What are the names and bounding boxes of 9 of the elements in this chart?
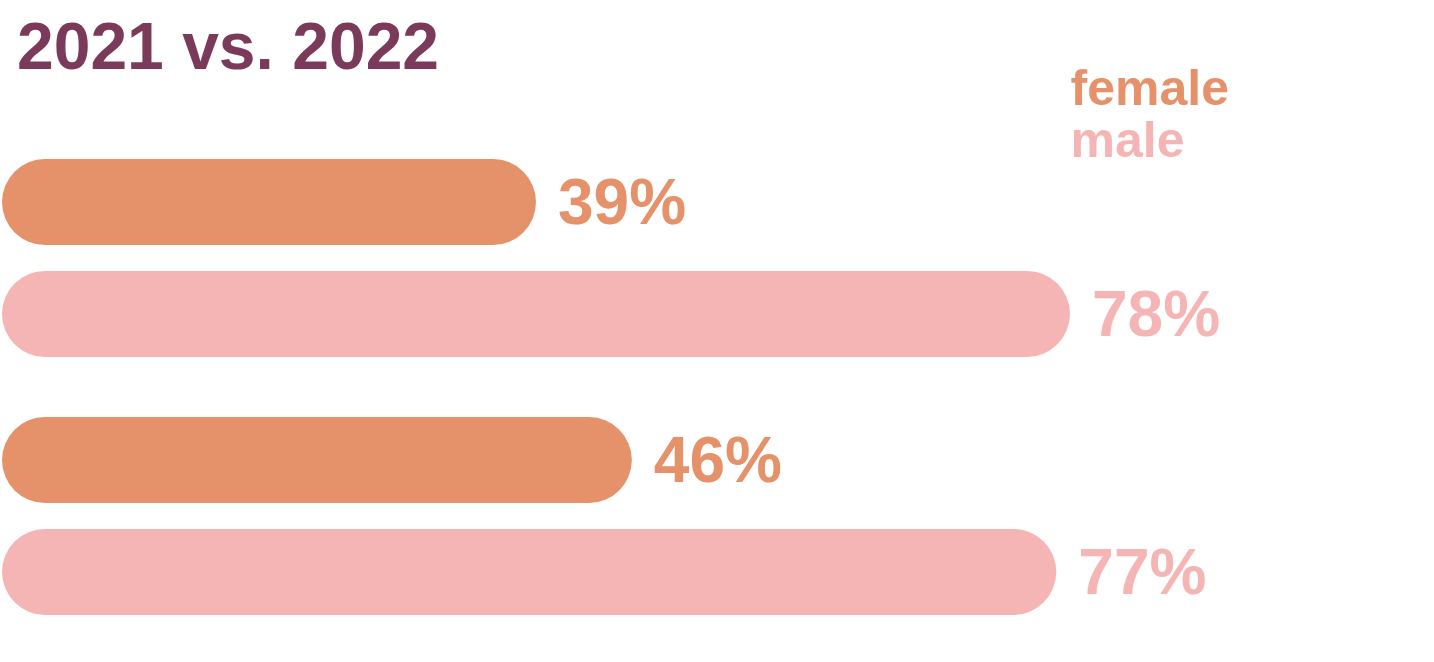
bar [2,270,1070,357]
chart-title: 2021 vs. 2022 [17,9,440,83]
data-label: 39% [558,166,687,239]
bar [2,159,536,246]
data-label: 77% [1078,535,1207,608]
bar [2,528,1057,615]
data-label: 46% [653,424,782,497]
bar [2,417,632,504]
data-label: 78% [1092,277,1221,350]
